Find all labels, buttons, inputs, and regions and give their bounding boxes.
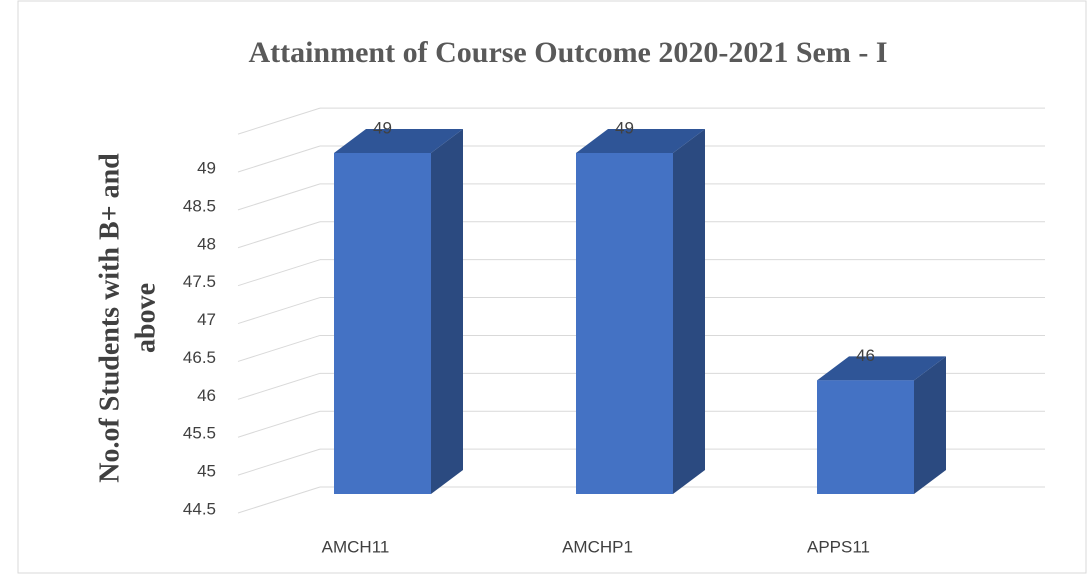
y-tick-label: 46.5 (183, 348, 216, 367)
grid-line (237, 221, 321, 249)
grid-line (237, 448, 321, 476)
y-tick-label: 45 (197, 462, 216, 481)
bar (334, 153, 431, 494)
y-tick-label: 48 (197, 234, 216, 253)
bar-side (431, 129, 463, 494)
y-tick-label: 47 (197, 310, 216, 329)
data-label: 49 (373, 118, 392, 137)
bar (576, 153, 673, 494)
y-axis-title: No.of Students with B+ and above (94, 153, 161, 483)
y-tick-label: 45.5 (183, 424, 216, 443)
grid-line (237, 145, 321, 173)
grid-line (237, 107, 321, 135)
grid-line (237, 259, 321, 287)
grid-line (237, 183, 321, 211)
bar-top (817, 356, 946, 381)
x-tick-label: APPS11 (807, 537, 870, 556)
bar-top (334, 129, 463, 153)
grid-line (237, 372, 321, 400)
x-tick-label: AMCH11 (322, 537, 390, 556)
grid-line (237, 334, 321, 362)
grid-line (237, 410, 321, 438)
bar-side (673, 129, 705, 494)
grid-line (237, 486, 321, 514)
y-axis-title-line: above (130, 283, 161, 353)
data-label: 46 (856, 346, 875, 365)
bar (817, 380, 914, 494)
y-tick-label: 44.5 (183, 499, 216, 518)
y-tick-label: 46 (197, 386, 216, 405)
y-tick-label: 49 (197, 158, 216, 177)
data-label: 49 (615, 118, 634, 137)
y-tick-label: 47.5 (183, 272, 216, 291)
chart-title: Attainment of Course Outcome 2020-2021 S… (248, 36, 887, 69)
bar-top (576, 129, 705, 153)
bar-side (914, 356, 946, 494)
x-tick-label: AMCHP1 (562, 537, 633, 556)
y-tick-label: 48.5 (183, 196, 216, 215)
y-axis-title-line: No.of Students with B+ and (94, 153, 125, 483)
grid-line (237, 297, 321, 325)
